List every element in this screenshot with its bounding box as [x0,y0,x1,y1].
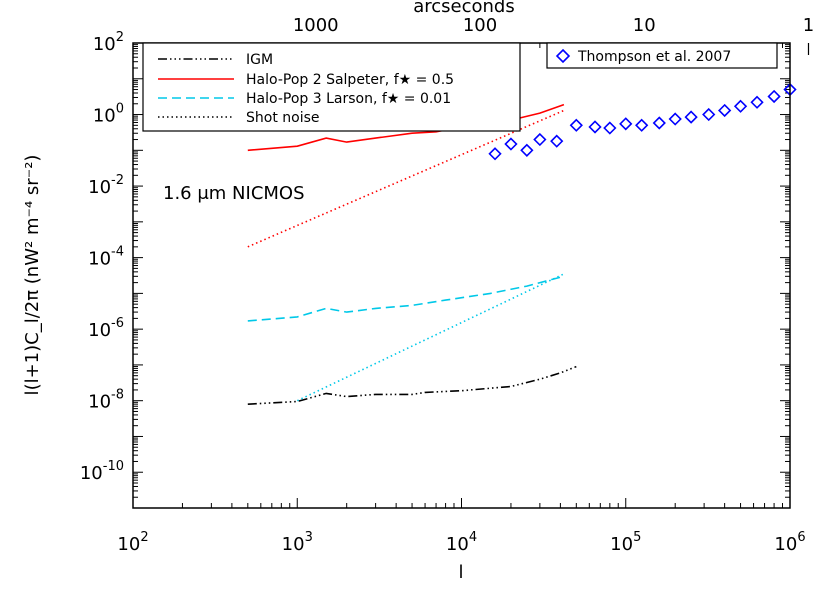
top-tick-label: 1000 [293,15,339,36]
series-line-halo-pop-3-larson-f-0-01 [247,275,565,322]
y-axis-title: l(l+1)C_l/2π (nW² m⁻⁴ sr⁻²) [22,155,43,396]
top-tick-label: 1 [803,15,814,36]
data-point-thompson [750,95,764,109]
legend-right-box [546,42,778,69]
data-point-thompson [603,121,617,135]
y-tick-label: 10-2 [88,173,124,198]
y-tick-label: 10-10 [80,459,124,484]
series-line-halo-pop-2-shot-noise [247,109,565,248]
data-point-thompson [533,132,547,147]
data-point-thompson [520,143,534,157]
top-tick-label: 10 [633,15,656,36]
y-tick-label: 10-8 [88,388,124,413]
legend-left: IGM Halo-Pop 2 Salpeter, f★ = 0.5 Halo-P… [142,42,521,132]
y-tick-label: 10-6 [88,316,124,341]
data-point-thompson [635,118,649,132]
x-tick-label: 102 [117,530,148,555]
data-point-thompson [718,103,732,118]
legend-marker-thompson [555,48,571,64]
series-line-igm [247,365,577,405]
data-point-thompson [684,110,698,124]
y-tick-label: 10-4 [88,245,124,270]
legend-label-pop3: Halo-Pop 3 Larson, f★ = 0.01 [246,91,451,107]
series-layer [247,103,577,405]
annotation-nicmos: 1.6 μm NICMOS [163,183,305,204]
data-point-thompson [550,134,564,148]
legend-label-thompson: Thompson et al. 2007 [577,49,731,65]
y-tick-label: 102 [93,30,124,55]
data-point-thompson [767,89,781,104]
data-point-thompson [619,117,633,131]
data-point-thompson [569,118,583,132]
top-axis-title: arcseconds [413,0,515,17]
data-point-thompson [668,112,682,126]
x-axis-title: l [458,562,463,583]
x-tick-label: 105 [610,530,641,555]
data-point-thompson [504,137,518,151]
legend-right: Thompson et al. 2007 [546,42,778,69]
x-tick-label: 106 [774,530,805,555]
x-tick-label: 103 [282,530,313,555]
x-tick-label: 104 [446,530,477,555]
legend-left-box [142,42,521,132]
data-point-thompson [588,120,602,134]
y-tick-label: 100 [93,102,124,127]
series-line-halo-pop-3-shot-noise [296,273,565,402]
top-tick-label: 100 [463,15,497,36]
axes-layer: 102 103 104 105 106 102 100 10-2 10-4 10-6 10-8 10-… [80,15,814,555]
data-point-thompson [488,147,502,161]
legend-label-pop2: Halo-Pop 2 Salpeter, f★ = 0.5 [246,72,454,88]
data-point-thompson [702,107,716,122]
legend-label-igm: IGM [246,52,273,68]
scatter-layer [488,82,797,161]
data-point-thompson [652,116,666,130]
legend-label-shot: Shot noise [246,110,320,126]
data-point-thompson [733,99,748,113]
